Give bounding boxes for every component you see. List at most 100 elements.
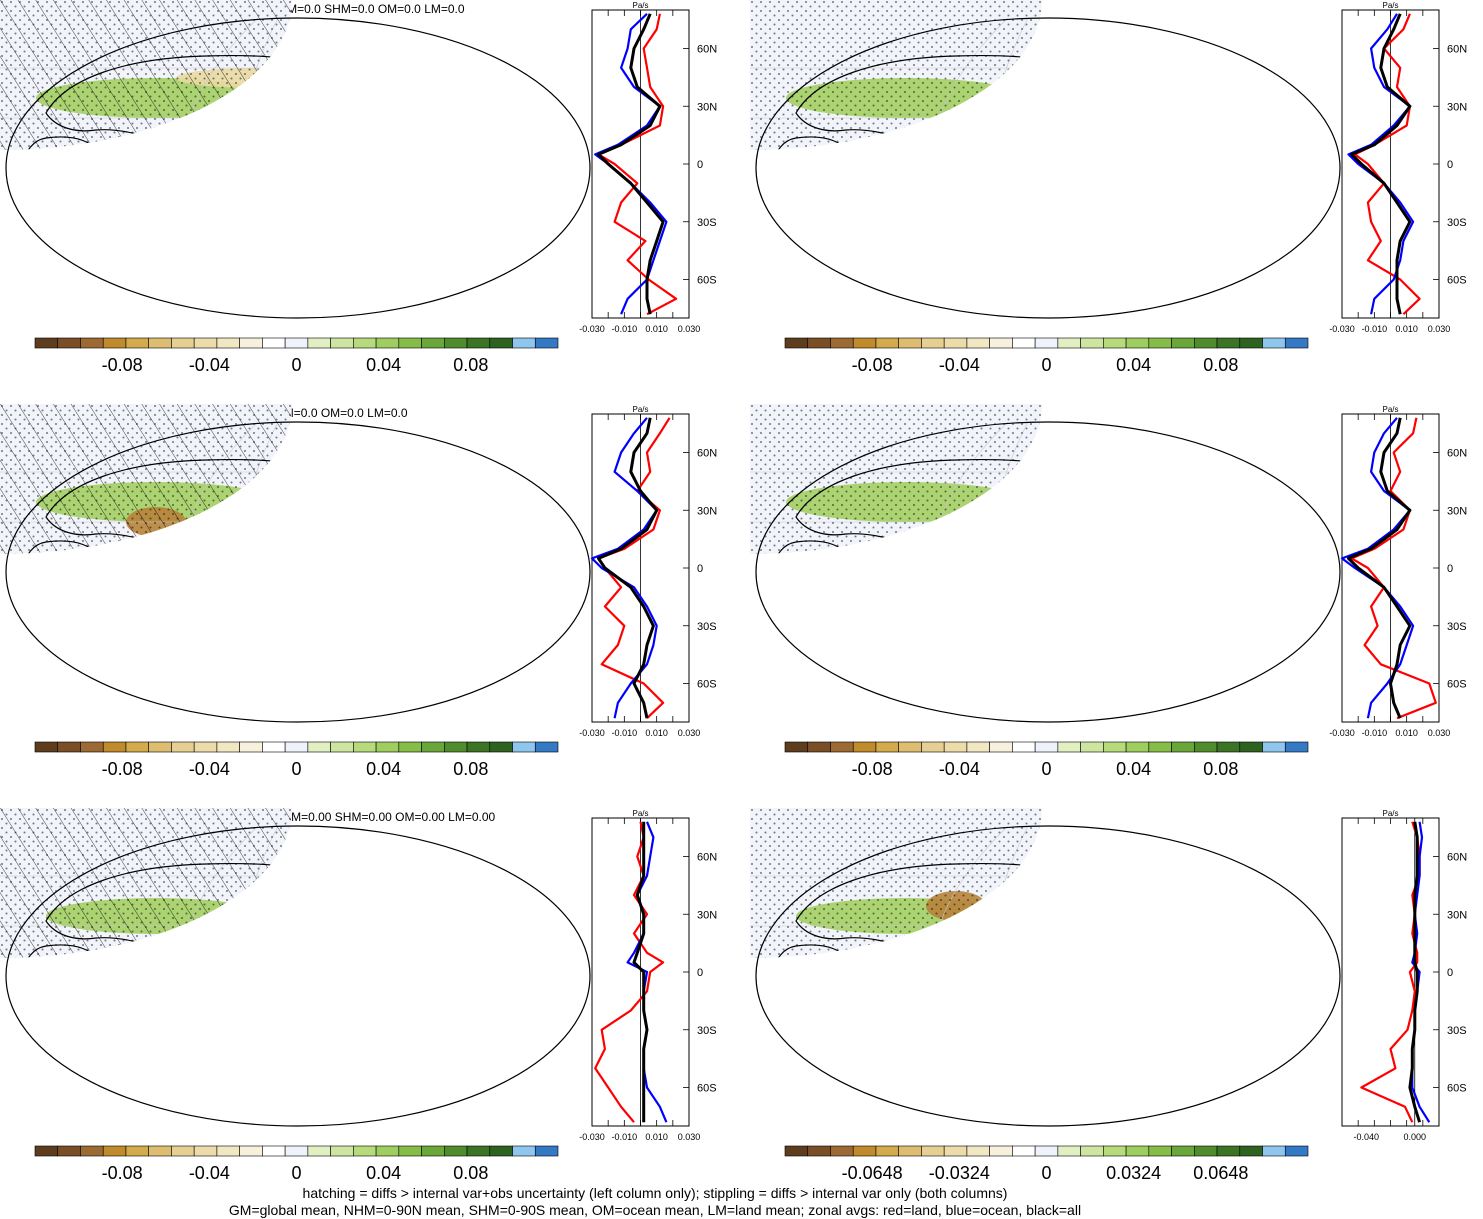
map-region bbox=[1066, 934, 1306, 958]
panel-1: CNRM-CM5: 1980-1999 : Ann : wap500 GM=0.… bbox=[0, 0, 717, 375]
colorbar-tick-label: 0.08 bbox=[453, 1163, 488, 1183]
map-region bbox=[56, 158, 556, 178]
colorbar-swatch bbox=[921, 1145, 945, 1157]
map-region bbox=[1196, 223, 1256, 263]
panel-2: CNRM-CM5: 1980-1999 : Ann : PatCor vs Ob… bbox=[750, 0, 1467, 375]
colorbar-swatch bbox=[148, 337, 172, 349]
x-tick-label: 0.010 bbox=[645, 324, 668, 334]
colorbar-tick-label: 0.04 bbox=[366, 355, 401, 375]
colorbar-swatch bbox=[1171, 337, 1195, 349]
map-region bbox=[16, 956, 156, 958]
colorbar-swatch bbox=[875, 1145, 899, 1157]
colorbar-swatch bbox=[57, 1145, 81, 1157]
map-region bbox=[426, 876, 546, 906]
colorbar-tick-label: -0.04 bbox=[189, 759, 230, 779]
colorbar-tick-label: 0.08 bbox=[453, 759, 488, 779]
colorbar-swatch bbox=[966, 337, 990, 349]
colorbar-swatch bbox=[375, 1145, 400, 1157]
map-region bbox=[436, 228, 496, 268]
map-region bbox=[926, 145, 1042, 150]
colorbar-swatch bbox=[1103, 1145, 1127, 1157]
map-region bbox=[826, 206, 1086, 250]
colorbar-swatch bbox=[398, 741, 422, 753]
graticule-line bbox=[318, 422, 357, 722]
colorbar-swatch bbox=[307, 337, 331, 349]
x-tick-label: 0.030 bbox=[1428, 728, 1451, 738]
map-region bbox=[356, 63, 396, 83]
colorbar-swatch bbox=[284, 741, 309, 753]
coastline bbox=[443, 986, 494, 1102]
x-tick-label: -0.030 bbox=[579, 728, 605, 738]
graticule-line bbox=[1088, 826, 1165, 1126]
colorbar-tick-label: -0.08 bbox=[852, 355, 893, 375]
coastline bbox=[522, 42, 567, 75]
coastline bbox=[773, 944, 853, 958]
y-tick-label: 60N bbox=[1447, 448, 1467, 460]
colorbar-swatch bbox=[239, 337, 263, 349]
coastline bbox=[1272, 850, 1317, 883]
colorbar-swatch bbox=[512, 741, 536, 753]
stippling-overlay bbox=[750, 404, 1042, 554]
map-region bbox=[316, 932, 556, 960]
colorbar-swatch bbox=[1148, 337, 1172, 349]
y-tick-label: 60N bbox=[697, 852, 717, 864]
coastline bbox=[359, 69, 503, 173]
colorbar-swatch bbox=[1262, 1145, 1286, 1157]
colorbar-swatch bbox=[830, 1145, 854, 1157]
coastline bbox=[522, 446, 567, 479]
colorbar-swatch bbox=[466, 1145, 491, 1157]
colorbar-swatch bbox=[898, 741, 922, 753]
x-tick-label: 0.000 bbox=[1403, 1132, 1426, 1142]
colorbar-swatch bbox=[375, 741, 400, 753]
colorbar-swatch bbox=[262, 1145, 286, 1157]
colorbar-swatch bbox=[966, 1145, 990, 1157]
y-tick-label: 60N bbox=[1447, 852, 1467, 864]
colorbar-swatch bbox=[921, 741, 945, 753]
colorbar-swatch bbox=[1216, 337, 1241, 349]
map-region bbox=[221, 188, 271, 208]
graticule-line bbox=[318, 826, 357, 1126]
graticule-line bbox=[338, 422, 415, 722]
y-tick-label: 30S bbox=[1447, 217, 1467, 229]
map-border bbox=[5, 17, 591, 319]
colorbar-tick-label: -0.04 bbox=[939, 355, 980, 375]
coastline bbox=[207, 609, 261, 651]
colorbar-tick-label: -0.04 bbox=[939, 759, 980, 779]
colorbar: -0.08 -0.04 0 0.04 0.08 bbox=[34, 1145, 559, 1183]
coastline bbox=[1272, 446, 1317, 479]
map-region bbox=[444, 1058, 488, 1094]
colorbar-swatch bbox=[1239, 1145, 1263, 1157]
colorbar-swatch bbox=[330, 337, 354, 349]
colorbar-tick-label: 0.0648 bbox=[1193, 1163, 1248, 1183]
x-tick-label: 0.030 bbox=[1428, 324, 1451, 334]
colorbar-swatch bbox=[102, 1145, 127, 1157]
colorbar-swatch bbox=[375, 337, 400, 349]
colorbar: -0.0648 -0.0324 0 0.0324 0.0648 bbox=[784, 1145, 1309, 1183]
units-label: Pa/s bbox=[1382, 405, 1398, 414]
graticule-line bbox=[318, 18, 357, 318]
map-region bbox=[86, 1022, 286, 1050]
units-label: Pa/s bbox=[632, 405, 648, 414]
series-line-ocean bbox=[590, 417, 658, 719]
colorbar-swatch bbox=[1057, 1145, 1081, 1157]
coastline bbox=[359, 877, 503, 981]
y-tick-label: 30S bbox=[697, 217, 717, 229]
series-line-ocean bbox=[1347, 13, 1415, 315]
colorbar-swatch bbox=[171, 741, 195, 753]
coastline bbox=[876, 1112, 1276, 1144]
colorbar-swatch bbox=[171, 337, 195, 349]
map-region bbox=[956, 597, 1016, 617]
colorbar-swatch bbox=[1171, 1145, 1195, 1157]
panel-3: ERA5: 1979-2018 Uncer=5% GM=0.0 NHM=0.0 … bbox=[0, 404, 717, 779]
colorbar-swatch bbox=[353, 741, 377, 753]
y-tick-label: 0 bbox=[697, 563, 703, 575]
x-tick-label: 0.030 bbox=[678, 1132, 701, 1142]
colorbar: -0.08 -0.04 0 0.04 0.08 bbox=[784, 337, 1309, 375]
zonal-profile: -0.030 -0.010 0.010 0.030 Pa/s 60N 30N 0 30S 60S bbox=[1329, 1, 1467, 334]
hatching-overlay bbox=[0, 808, 292, 958]
map-region bbox=[806, 560, 1306, 584]
colorbar-tick-label: -0.04 bbox=[189, 1163, 230, 1183]
y-tick-label: 60S bbox=[697, 1083, 717, 1095]
series-line-land bbox=[597, 13, 678, 316]
colorbar-tick-label: 0.08 bbox=[453, 355, 488, 375]
